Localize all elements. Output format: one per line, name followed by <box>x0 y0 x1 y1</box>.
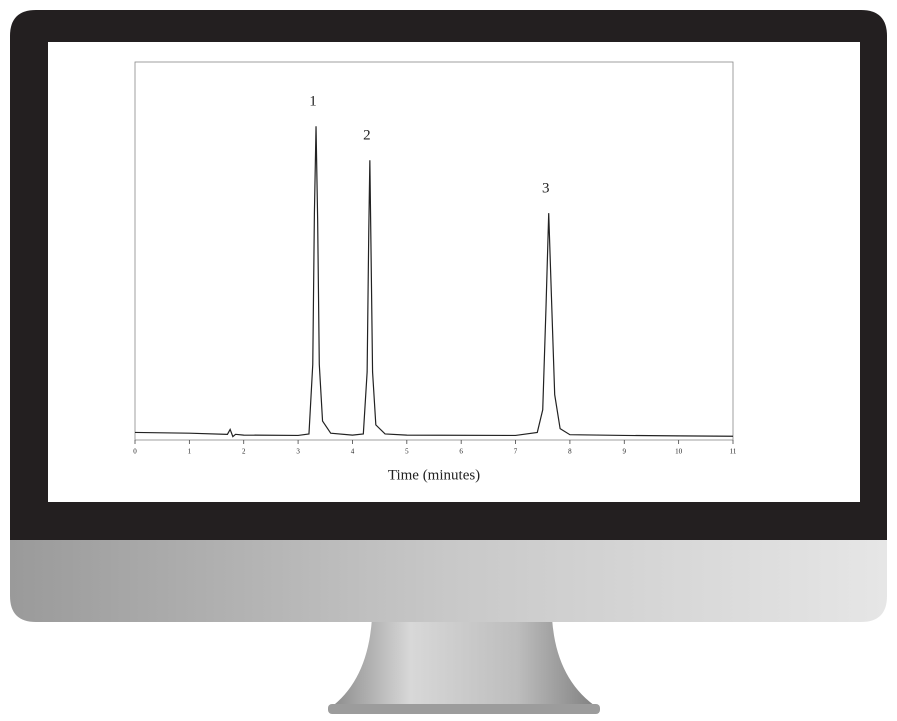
x-tick-label: 4 <box>351 448 355 456</box>
peak-label: 3 <box>542 181 550 197</box>
screen <box>48 42 860 502</box>
peak-label: 1 <box>309 94 317 110</box>
monitor-base <box>328 704 600 714</box>
x-axis-label: Time (minutes) <box>388 467 480 483</box>
x-tick-label: 10 <box>675 448 683 456</box>
x-tick-label: 2 <box>242 448 246 456</box>
x-tick-label: 1 <box>188 448 192 456</box>
x-tick-label: 8 <box>568 448 572 456</box>
chromatogram-trace <box>134 126 734 438</box>
x-tick-label: 0 <box>133 448 137 456</box>
plot-frame <box>134 61 734 441</box>
x-tick-label: 11 <box>730 448 737 456</box>
x-tick-label: 5 <box>405 448 409 456</box>
monitor-stand <box>330 618 598 708</box>
monitor-chin <box>10 538 887 622</box>
x-tick-label: 9 <box>623 448 627 456</box>
x-tick-label: 7 <box>514 448 518 456</box>
x-tick-label: 6 <box>459 448 463 456</box>
peak-label: 2 <box>363 128 371 144</box>
x-tick-label: 3 <box>296 448 300 456</box>
